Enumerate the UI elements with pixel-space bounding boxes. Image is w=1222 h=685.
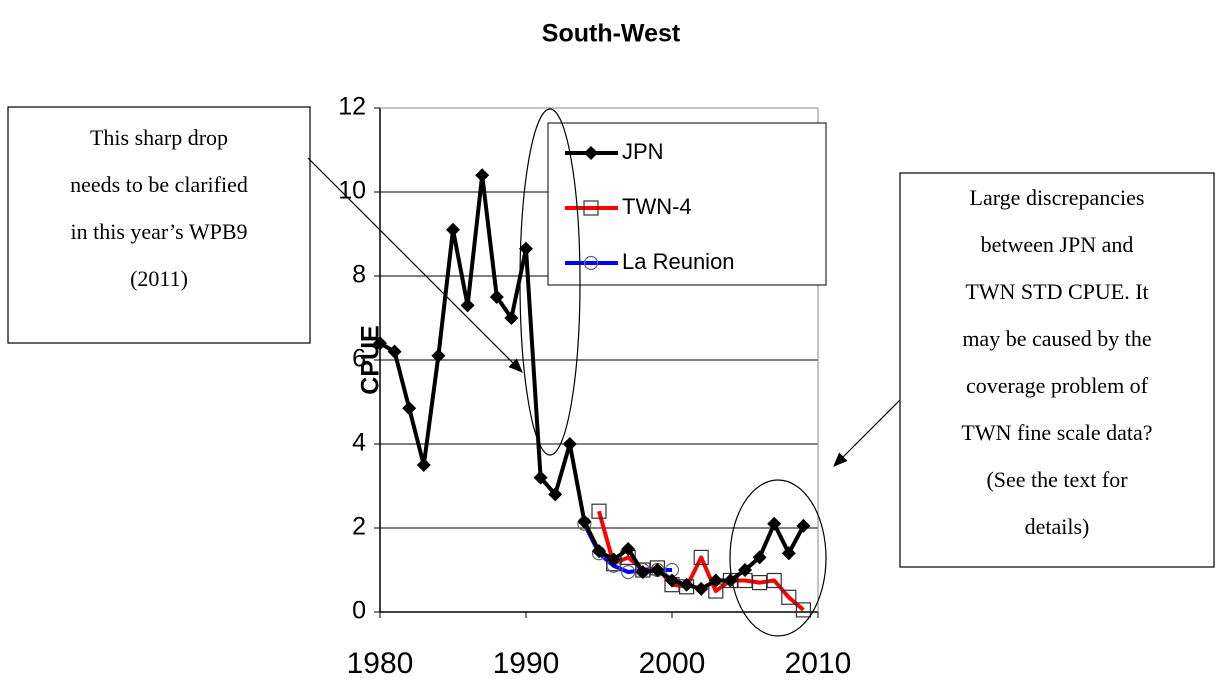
data-point xyxy=(519,241,533,256)
data-point xyxy=(577,514,592,529)
data-point xyxy=(431,348,446,363)
data-point xyxy=(504,311,519,325)
legend-label: JPN xyxy=(622,139,664,164)
data-point xyxy=(475,168,490,183)
annotation-text: (2011) xyxy=(130,266,188,291)
data-point xyxy=(416,458,431,472)
annotation-text: coverage problem of xyxy=(966,373,1149,398)
annotation-text: This sharp drop xyxy=(90,125,228,150)
y-tick-label: 2 xyxy=(352,513,366,541)
data-point xyxy=(621,542,636,556)
data-point xyxy=(562,437,577,451)
annotation-text: needs to be clarified xyxy=(70,172,248,197)
data-point xyxy=(767,516,782,531)
data-point xyxy=(591,503,607,519)
arrow xyxy=(307,157,523,373)
annotation-text: TWN STD CPUE. It xyxy=(965,279,1148,304)
annotation-text: TWN fine scale data? xyxy=(961,420,1152,445)
data-point xyxy=(635,565,650,580)
data-point xyxy=(693,549,709,566)
data-point xyxy=(460,298,475,313)
data-point xyxy=(738,563,752,577)
x-tick-label: 1980 xyxy=(347,647,414,680)
annotation-text: may be caused by the xyxy=(962,326,1151,351)
data-point xyxy=(665,573,679,588)
series-line xyxy=(597,510,805,612)
legend-label: TWN-4 xyxy=(622,194,692,219)
data-point xyxy=(402,401,417,416)
highlight-ellipse xyxy=(729,479,827,637)
y-tick-label: 10 xyxy=(338,177,366,205)
data-point xyxy=(752,550,767,565)
data-point xyxy=(584,146,598,160)
x-tick-label: 2000 xyxy=(639,647,706,680)
annotation-box xyxy=(899,172,1215,568)
y-tick-label: 0 xyxy=(352,597,366,625)
data-point xyxy=(606,552,621,567)
annotation-text: (See the text for xyxy=(986,467,1128,492)
legend-label: La Reunion xyxy=(622,249,735,274)
annotation-text: in this year’s WPB9 xyxy=(70,219,247,244)
data-point xyxy=(650,563,665,577)
data-point xyxy=(592,544,606,559)
data-point xyxy=(766,572,782,589)
highlight-ellipse xyxy=(519,108,581,456)
data-point xyxy=(583,255,599,271)
y-tick-label: 4 xyxy=(352,429,366,457)
x-tick-label: 1990 xyxy=(493,647,560,680)
data-point xyxy=(795,602,812,618)
data-point xyxy=(583,200,599,216)
annotation-text: between JPN and xyxy=(981,232,1134,257)
chart-title: South-West xyxy=(542,20,681,48)
y-tick-label: 8 xyxy=(352,261,366,289)
data-point xyxy=(694,581,709,596)
y-tick-label: 12 xyxy=(338,93,366,121)
data-point xyxy=(533,470,548,485)
data-point xyxy=(373,336,387,351)
data-point xyxy=(751,574,768,591)
data-point xyxy=(446,222,460,237)
annotation-text: details) xyxy=(1025,514,1090,539)
data-point xyxy=(489,290,504,304)
data-point xyxy=(796,518,811,533)
data-point xyxy=(679,577,694,592)
arrow xyxy=(833,399,901,467)
y-axis-label: CPUE xyxy=(357,325,385,394)
annotation-box xyxy=(7,106,311,344)
data-point xyxy=(781,589,797,605)
data-point xyxy=(548,487,563,502)
y-tick-label: 6 xyxy=(352,345,366,373)
data-point xyxy=(387,344,402,359)
data-point xyxy=(621,564,636,580)
data-point xyxy=(708,573,723,588)
data-point xyxy=(781,546,796,561)
annotation-text: Large discrepancies xyxy=(970,185,1145,210)
data-point xyxy=(723,573,738,588)
x-tick-label: 2010 xyxy=(785,647,852,680)
